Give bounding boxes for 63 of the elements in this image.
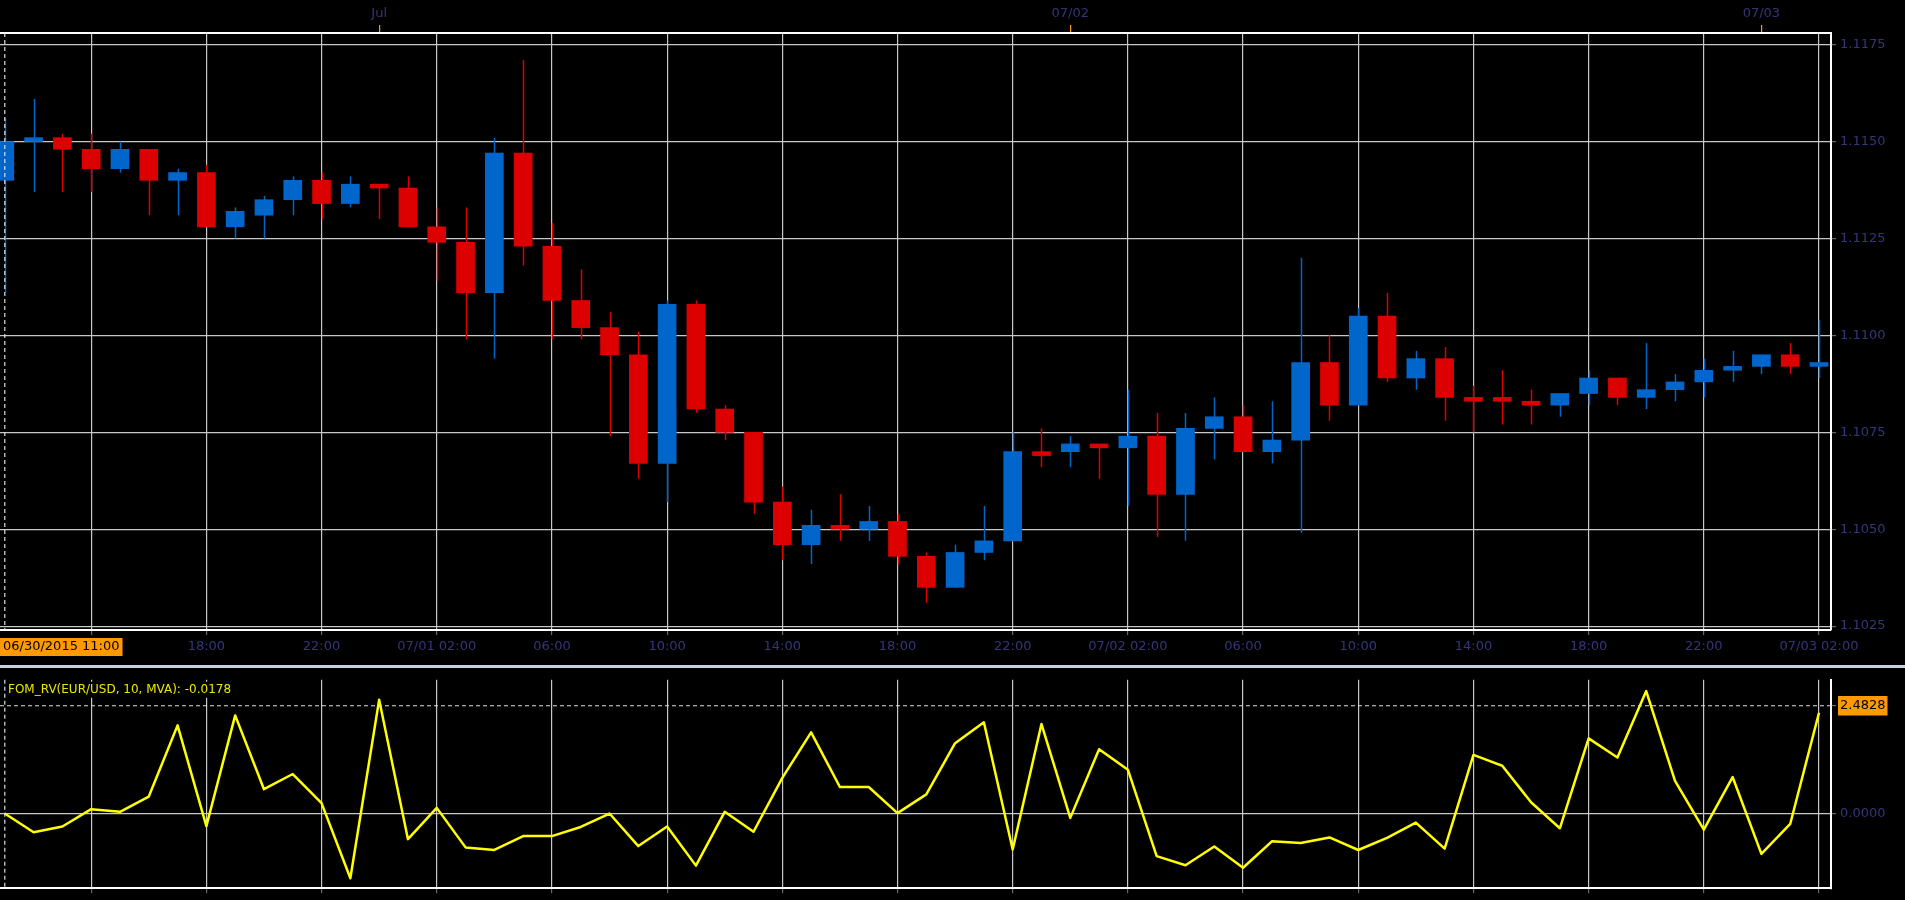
candlestick [801, 509, 821, 565]
x-tick-label: 10:00 [648, 638, 686, 654]
x-tick-label: 22:00 [993, 638, 1032, 654]
y-tick-label: 1.1150 [1840, 132, 1886, 148]
candlestick [110, 140, 130, 174]
candlestick [715, 404, 735, 441]
y-tick-label: 1.1175 [1840, 36, 1886, 51]
y-tick-label: 1.1075 [1840, 423, 1886, 439]
x-tick-label: 07/01 02:00 [397, 638, 477, 654]
candlestick [1723, 350, 1742, 383]
x-tick-label: 18:00 [187, 638, 226, 654]
y-tick-label: 0.0000 [1840, 804, 1886, 820]
candlestick [1809, 319, 1829, 379]
x2-tick-label: 07/02 [1051, 4, 1090, 20]
candlestick [1406, 350, 1426, 391]
x2-tick-label: 07/03 [1742, 4, 1781, 20]
candlestick [168, 167, 187, 216]
x-tick-label: 14:00 [763, 638, 802, 654]
candlestick [1752, 354, 1771, 375]
x-tick-label: 07/03 02:00 [1779, 638, 1859, 654]
x-tick-label: 22:00 [1685, 638, 1723, 654]
y-tick-label: 1.1025 [1840, 617, 1886, 633]
candlestick [1262, 400, 1282, 465]
candlestick [1032, 427, 1051, 468]
candlestick [1204, 396, 1224, 461]
candlestick [1118, 388, 1138, 507]
candlestick [225, 206, 245, 240]
y-tick-label: 1.1125 [1840, 229, 1886, 245]
candlestick [1579, 369, 1598, 406]
chart-title: FOM_RV(EUR/USD, 10, MVA): -0.0178 [8, 681, 232, 696]
x-tick-label: 18:00 [1569, 638, 1608, 654]
candlestick [81, 133, 101, 193]
ref-line-label: 06/30/2015 11:00 [3, 638, 120, 654]
candlestick [859, 505, 879, 542]
candlestick [1608, 377, 1627, 406]
candlestick [1636, 342, 1656, 410]
x-tick-label: 10:00 [1339, 638, 1377, 654]
x-tick-label: 06:00 [1224, 638, 1262, 654]
candlestick [830, 493, 850, 542]
x-tick-label: 22:00 [302, 638, 341, 654]
candlestick [1550, 392, 1570, 418]
y-tick-label: 1.1100 [1840, 326, 1886, 342]
y-tick-label: 1.1050 [1840, 520, 1886, 536]
y-tick-label: 2.4828 [1840, 697, 1886, 713]
candlestick [1492, 369, 1512, 426]
candlestick [1780, 342, 1800, 375]
candlestick [427, 206, 447, 282]
candlestick [974, 505, 994, 561]
x-tick-label: 06:00 [533, 638, 571, 654]
candlestick [312, 171, 331, 220]
candlestick [283, 175, 303, 216]
candlestick [24, 98, 43, 193]
candlestick [1464, 385, 1483, 434]
x-tick-label: 07/02 02:00 [1088, 638, 1168, 654]
x2-tick-label: Jul [370, 4, 387, 20]
candlestick [254, 195, 274, 240]
candlestick [341, 175, 360, 209]
candlestick [1665, 373, 1685, 403]
x-tick-label: 18:00 [878, 638, 917, 654]
candlestick [1694, 357, 1714, 399]
candlestick [53, 133, 72, 193]
x-tick-label: 14:00 [1454, 638, 1493, 654]
candlestick [1060, 435, 1080, 468]
